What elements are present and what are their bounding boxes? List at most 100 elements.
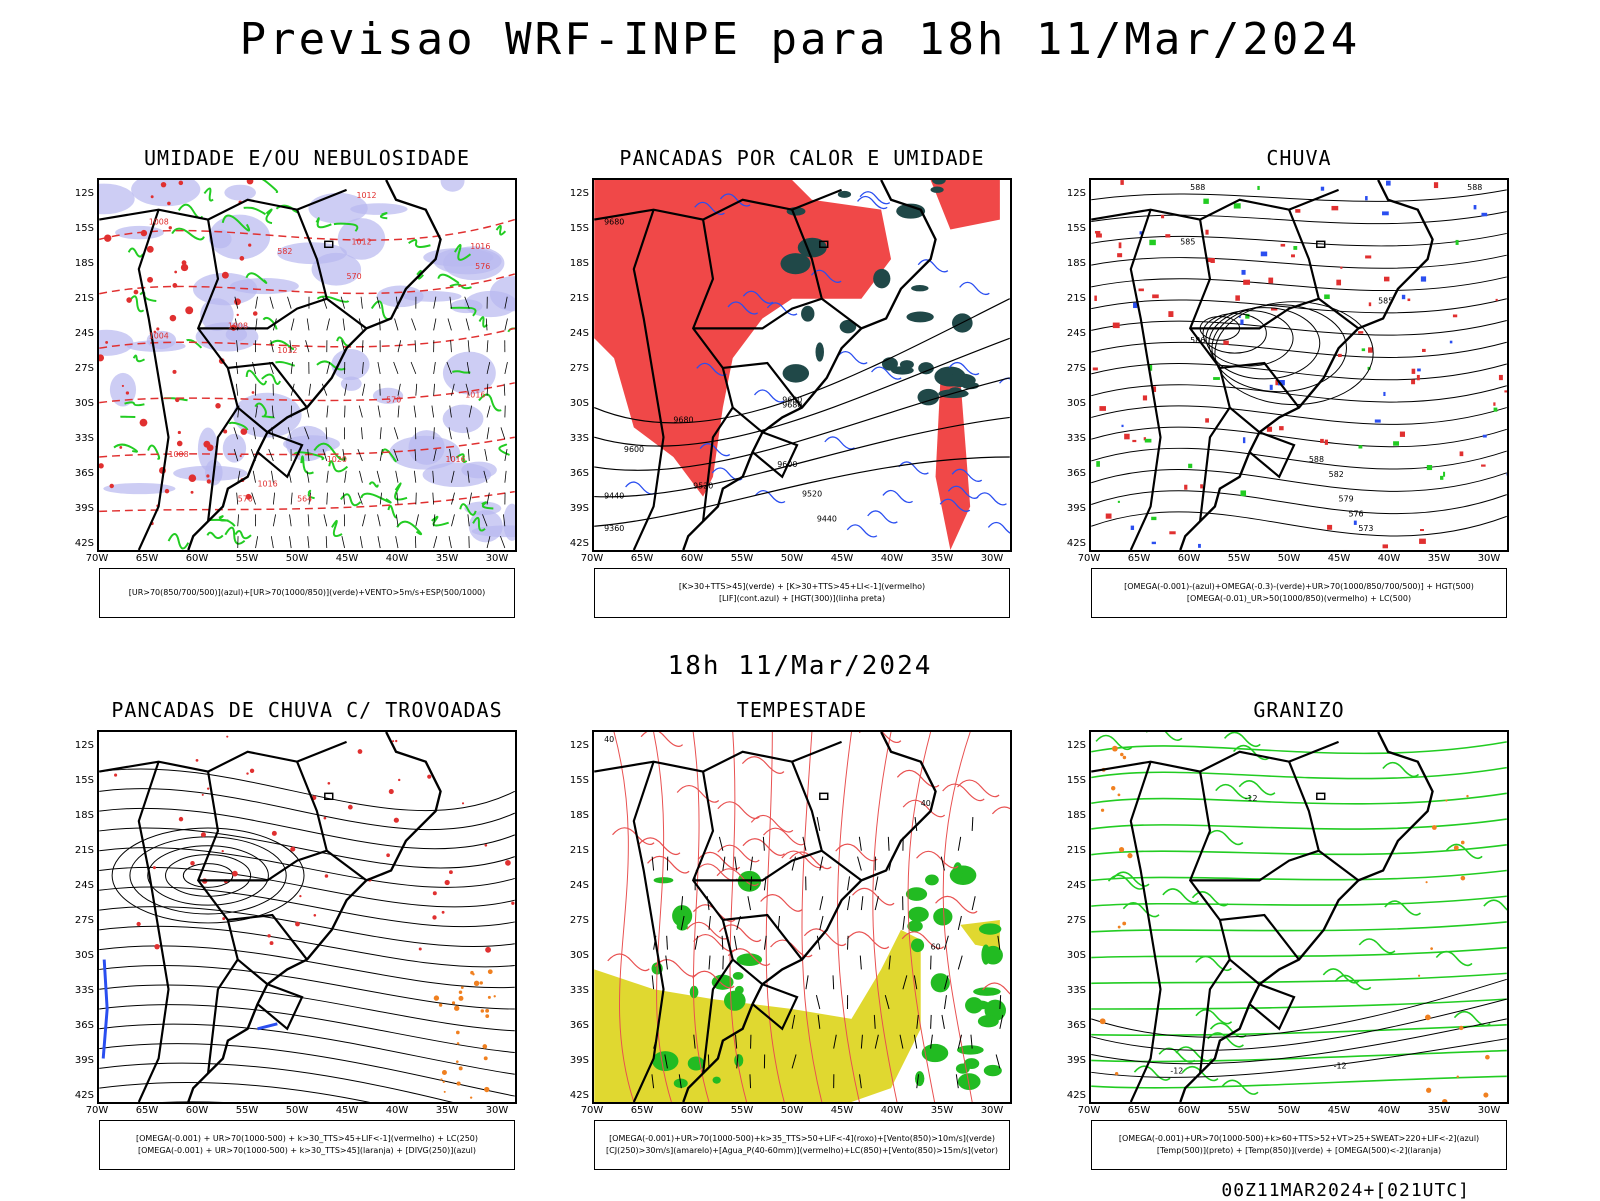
contour-label: 1012 [277, 346, 297, 355]
longitude-tick-label: 55W [725, 553, 759, 564]
contour-label: -12 [1334, 1061, 1347, 1070]
contour-label: 570 [386, 396, 401, 405]
latitude-tick-label: 18S [1056, 810, 1086, 821]
latitude-tick-label: 36S [1056, 468, 1086, 479]
longitude-tick-label: 65W [625, 1105, 659, 1116]
longitude-tick-label: 30W [975, 1105, 1009, 1116]
longitude-tick-label: 65W [1122, 553, 1156, 564]
longitude-tick-label: 40W [1372, 1105, 1406, 1116]
latitude-tick-label: 21S [1056, 845, 1086, 856]
panel-title: TEMPESTADE [552, 698, 1052, 722]
longitude-tick-label: 50W [1272, 553, 1306, 564]
panel-title: PANCADAS DE CHUVA C/ TROVOADAS [57, 698, 557, 722]
longitude-tick-label: 45W [330, 553, 364, 564]
panel-legend: [OMEGA(-0.001)-(azul)+OMEGA(-0.3)-(verde… [1091, 568, 1507, 618]
latitude-tick-label: 33S [559, 433, 589, 444]
contour-label: 1012 [356, 191, 376, 200]
contour-label: 9360 [604, 524, 624, 533]
contour-label: 1008 [228, 321, 248, 330]
latitude-tick-label: 36S [64, 468, 94, 479]
contour-label: 588 [1309, 455, 1324, 464]
longitude-tick-label: 50W [775, 1105, 809, 1116]
longitude-tick-label: 70W [80, 1105, 114, 1116]
longitude-tick-label: 35W [430, 1105, 464, 1116]
contour-label: 564 [297, 495, 312, 504]
panel-title: PANCADAS POR CALOR E UMIDADE [552, 146, 1052, 170]
contour-label: 40 [604, 735, 614, 744]
latitude-tick-label: 39S [64, 1055, 94, 1066]
contour-label: 1016 [470, 242, 490, 251]
legend-line: [Temp(500)](preto) + [Temp(850)](verde) … [1096, 1145, 1502, 1157]
contour-label: 585 [1378, 297, 1393, 306]
contour-label: 9440 [604, 492, 624, 501]
longitude-tick-label: 30W [480, 1105, 514, 1116]
longitude-tick-label: 60W [1172, 553, 1206, 564]
longitude-tick-label: 55W [230, 1105, 264, 1116]
latitude-tick-label: 15S [64, 775, 94, 786]
contour-label: 1020 [327, 455, 347, 464]
latitude-tick-label: 42S [559, 538, 589, 549]
contour-label: 586 [1190, 336, 1205, 345]
longitude-tick-label: 35W [925, 1105, 959, 1116]
latitude-tick-label: 39S [559, 1055, 589, 1066]
latitude-tick-label: 27S [1056, 363, 1086, 374]
contour-label: 1016 [258, 480, 278, 489]
longitude-tick-label: 40W [380, 1105, 414, 1116]
longitude-tick-label: 60W [675, 553, 709, 564]
contour-label: 1004 [149, 331, 169, 340]
legend-line: [OMEGA(-0.001) + UR>70(1000-500) + k>30_… [104, 1133, 510, 1145]
longitude-tick-label: 70W [575, 553, 609, 564]
contour-label: 1008 [149, 218, 169, 227]
contour-label: -12 [1245, 794, 1258, 803]
longitude-tick-label: 60W [675, 1105, 709, 1116]
longitude-tick-label: 55W [725, 1105, 759, 1116]
contour-label: 573 [1358, 524, 1373, 533]
longitude-tick-label: 30W [1472, 1105, 1506, 1116]
longitude-tick-label: 45W [330, 1105, 364, 1116]
contour-label: 1008 [168, 450, 188, 459]
contour-label: 1012 [352, 237, 372, 246]
legend-line: [OMEGA(-0.001)+UR>70(1000-500)+k>35_TTS>… [599, 1133, 1005, 1145]
longitude-tick-label: 45W [825, 553, 859, 564]
longitude-tick-label: 45W [825, 1105, 859, 1116]
panel-legend: [OMEGA(-0.001)+UR>70(1000-500)+k>35_TTS>… [594, 1120, 1010, 1170]
panel-legend: [UR>70(850/700/500)](azul)+[UR>70(1000/8… [99, 568, 515, 618]
latitude-tick-label: 15S [1056, 775, 1086, 786]
latitude-tick-label: 18S [559, 258, 589, 269]
legend-line: [CJ(250)>30m/s](amarelo)+[Agua_P(40-60mm… [599, 1145, 1005, 1157]
longitude-tick-label: 50W [280, 553, 314, 564]
longitude-tick-label: 55W [1222, 1105, 1256, 1116]
longitude-tick-label: 50W [1272, 1105, 1306, 1116]
contour-label: 60 [931, 943, 941, 952]
latitude-tick-label: 42S [64, 538, 94, 549]
contour-label: 582 [277, 247, 292, 256]
latitude-tick-label: 15S [1056, 223, 1086, 234]
forecast-map [97, 730, 517, 1104]
latitude-tick-label: 21S [559, 845, 589, 856]
latitude-tick-label: 12S [64, 188, 94, 199]
latitude-tick-label: 24S [1056, 328, 1086, 339]
latitude-tick-label: 27S [64, 915, 94, 926]
longitude-tick-label: 35W [925, 553, 959, 564]
contour-label: 570 [347, 272, 362, 281]
contour-label: 576 [475, 262, 490, 271]
latitude-tick-label: 27S [1056, 915, 1086, 926]
longitude-tick-label: 65W [130, 1105, 164, 1116]
latitude-tick-label: 30S [1056, 950, 1086, 961]
longitude-tick-label: 45W [1322, 1105, 1356, 1116]
latitude-tick-label: 42S [559, 1090, 589, 1101]
legend-line: [OMEGA(-0.001) + UR>70(1000-500) + k>30_… [104, 1145, 510, 1157]
panel-legend: [K>30+TTS>45](verde) + [K>30+TTS>45+LI<-… [594, 568, 1010, 618]
contour-label: 9680 [673, 415, 693, 424]
contour-label: 9600 [777, 460, 797, 469]
contour-label: 9680 [782, 396, 802, 405]
contour-label: 588 [1467, 183, 1482, 192]
latitude-tick-label: 36S [559, 1020, 589, 1031]
longitude-tick-label: 40W [1372, 553, 1406, 564]
longitude-tick-label: 60W [180, 553, 214, 564]
latitude-tick-label: 30S [559, 950, 589, 961]
contour-label: -12 [1170, 1066, 1183, 1075]
panel-legend: [OMEGA(-0.001) + UR>70(1000-500) + k>30_… [99, 1120, 515, 1170]
latitude-tick-label: 15S [64, 223, 94, 234]
